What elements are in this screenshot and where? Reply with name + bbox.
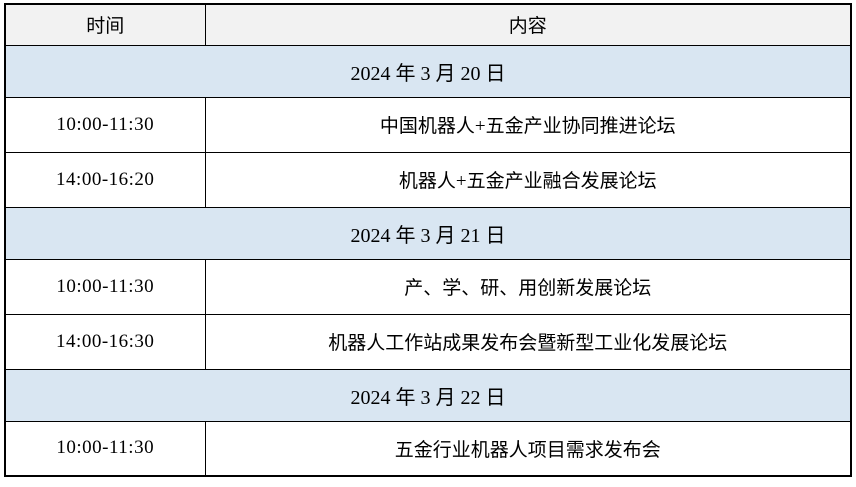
date-cell: 2024 年 3 月 21 日 [4,206,852,260]
date-cell: 2024 年 3 月 20 日 [4,44,852,98]
time-cell: 10:00-11:30 [4,258,206,315]
time-cell: 10:00-11:30 [4,96,206,153]
content-cell: 中国机器人+五金产业协同推进论坛 [204,96,852,153]
time-cell: 10:00-11:30 [4,420,206,477]
time-cell: 14:00-16:30 [4,313,206,370]
content-cell: 五金行业机器人项目需求发布会 [204,420,852,477]
table-row: 14:00-16:30 机器人工作站成果发布会暨新型工业化发展论坛 [4,313,852,370]
date-row-march-21: 2024 年 3 月 21 日 [4,206,852,260]
column-header-content: 内容 [204,3,852,46]
date-cell: 2024 年 3 月 22 日 [4,368,852,422]
table-row: 10:00-11:30 产、学、研、用创新发展论坛 [4,258,852,315]
content-cell: 机器人+五金产业融合发展论坛 [204,151,852,208]
date-row-march-20: 2024 年 3 月 20 日 [4,44,852,98]
time-cell: 14:00-16:20 [4,151,206,208]
table-row: 10:00-11:30 五金行业机器人项目需求发布会 [4,420,852,477]
column-header-time: 时间 [4,3,206,46]
schedule-table: 时间 内容 2024 年 3 月 20 日 10:00-11:30 中国机器人+… [4,3,852,477]
date-row-march-22: 2024 年 3 月 22 日 [4,368,852,422]
content-cell: 产、学、研、用创新发展论坛 [204,258,852,315]
content-cell: 机器人工作站成果发布会暨新型工业化发展论坛 [204,313,852,370]
table-header-row: 时间 内容 [4,3,852,46]
table-row: 10:00-11:30 中国机器人+五金产业协同推进论坛 [4,96,852,153]
table-row: 14:00-16:20 机器人+五金产业融合发展论坛 [4,151,852,208]
